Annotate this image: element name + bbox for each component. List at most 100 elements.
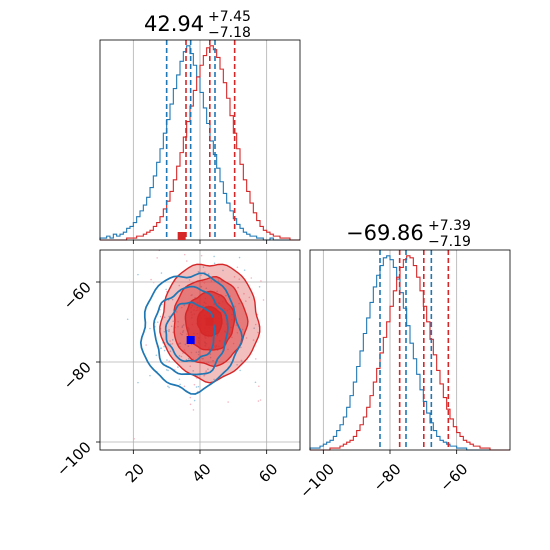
- joint-scatter-point-0: [205, 287, 208, 290]
- joint-scatter-point-0: [209, 353, 212, 355]
- joint-scatter-point-1: [231, 336, 233, 339]
- joint-scatter-point-1: [150, 278, 152, 281]
- joint-scatter-point-1: [189, 396, 192, 399]
- joint-scatter-point-1: [227, 401, 229, 403]
- joint-scatter-point-1: [245, 300, 247, 302]
- joint-scatter-point-1: [232, 342, 235, 345]
- joint-scatter-point-0: [243, 269, 246, 271]
- joint-scatter-point-0: [253, 327, 255, 329]
- joint-scatter-point-0: [197, 353, 200, 356]
- joint-scatter-point-1: [179, 332, 182, 335]
- joint-scatter-point-0: [179, 383, 181, 386]
- joint-scatter-point-1: [204, 271, 206, 273]
- title-param-1-value: 42.94: [144, 12, 204, 36]
- joint-scatter-point-1: [243, 292, 245, 295]
- joint-scatter-point-1: [200, 274, 202, 276]
- joint-scatter-point-1: [145, 344, 147, 346]
- joint-scatter-point-0: [181, 333, 183, 336]
- joint-scatter-point-1: [262, 299, 265, 301]
- joint-scatter-point-0: [126, 318, 129, 321]
- joint-scatter-point-0: [213, 262, 216, 265]
- joint-scatter-point-0: [216, 290, 218, 293]
- joint-scatter-point-1: [233, 276, 236, 278]
- joint-scatter-point-1: [240, 359, 243, 362]
- hist2-series-1: [310, 255, 510, 451]
- joint-scatter-point-1: [174, 280, 176, 283]
- square-marker-1: [205, 317, 214, 326]
- joint-scatter-point-1: [190, 294, 193, 297]
- joint-scatter-point-1: [189, 403, 192, 406]
- title-param-2-value: −69.86: [346, 221, 424, 245]
- joint-scatter-point-1: [181, 306, 183, 309]
- joint-scatter-point-1: [168, 361, 170, 363]
- joint-scatter-point-0: [200, 285, 203, 288]
- joint-scatter-point-1: [235, 324, 238, 326]
- blue-contour-level-0: [139, 272, 244, 395]
- joint-scatter-point-0: [171, 298, 174, 301]
- joint-scatter-point-1: [169, 340, 171, 342]
- joint-scatter-point-1: [245, 337, 248, 339]
- marginal-histogram-param-1: [99, 39, 301, 244]
- joint-scatter-point-1: [186, 333, 188, 335]
- joint-scatter-point-0: [239, 369, 241, 372]
- joint-scatter-point-1: [152, 281, 155, 284]
- joint-scatter-point-1: [171, 342, 174, 345]
- joint-scatter-point-1: [156, 257, 158, 259]
- hist2-xtick-label: −60: [436, 460, 471, 495]
- joint-scatter-point-0: [209, 356, 212, 359]
- joint-scatter-point-1: [259, 399, 262, 401]
- joint-scatter-point-0: [254, 381, 257, 384]
- joint-scatter-point-0: [163, 316, 166, 319]
- joint-scatter-point-0: [221, 280, 223, 282]
- joint-scatter-point-1: [182, 352, 184, 354]
- joint-scatter-point-1: [189, 365, 192, 368]
- joint-xtick-label: 60: [255, 460, 281, 486]
- joint-scatter-point-1: [203, 281, 206, 284]
- joint-scatter-point-0: [182, 324, 185, 326]
- joint-scatter-point-1: [180, 355, 183, 358]
- joint-scatter-point-0: [225, 294, 227, 297]
- joint-scatter-point-1: [183, 385, 186, 388]
- joint-scatter-point-1: [238, 302, 240, 305]
- title-param-1-lower: −7.18: [208, 25, 251, 41]
- joint-xtick-label: 20: [122, 460, 148, 486]
- joint-scatter-point-0: [183, 304, 186, 307]
- title-param-2-lower: −7.19: [428, 234, 471, 250]
- joint-scatter-point-1: [201, 280, 204, 283]
- blue-contour-level-2: [164, 301, 216, 363]
- blue-contour-level-1: [152, 285, 229, 376]
- joint-scatter-point-0: [197, 270, 200, 273]
- joint-scatter-point-0: [169, 350, 172, 353]
- joint-scatter-point-0: [240, 346, 242, 349]
- joint-scatter-point-0: [177, 366, 179, 368]
- joint-scatter-point-1: [250, 277, 253, 279]
- joint-scatter-point-0: [213, 255, 215, 258]
- joint-scatter-point-1: [205, 370, 207, 373]
- joint-scatter-point-1: [237, 286, 239, 289]
- joint-scatter-point-0: [170, 325, 173, 328]
- hist1-series-0: [99, 45, 300, 241]
- joint-scatter-point-1: [248, 296, 251, 299]
- joint-scatter-point-1: [227, 348, 229, 351]
- joint-scatter-point-1: [210, 280, 213, 282]
- joint-scatter-point-0: [193, 399, 196, 402]
- joint-ytick-label: −100: [53, 438, 95, 480]
- joint-scatter-point-1: [236, 266, 239, 269]
- joint-scatter-point-0: [178, 355, 181, 357]
- joint-scatter-point-0: [160, 272, 163, 274]
- joint-scatter-point-1: [257, 400, 260, 402]
- joint-scatter-point-1: [258, 385, 260, 388]
- joint-scatter-point-1: [175, 311, 178, 313]
- joint-scatter-point-0: [187, 345, 190, 347]
- title-param-1-upper: +7.45: [208, 9, 251, 25]
- joint-scatter-point-1: [183, 349, 186, 351]
- hist2-xtick-label: −80: [370, 460, 405, 495]
- joint-scatter-point-0: [181, 331, 184, 333]
- joint-scatter-point-1: [200, 254, 203, 257]
- joint-scatter-point-0: [167, 369, 169, 372]
- joint-scatter-point-0: [184, 343, 187, 346]
- hist1-series-1: [100, 45, 300, 241]
- joint-scatter-point-1: [236, 331, 239, 334]
- joint-scatter-point-0: [167, 385, 169, 388]
